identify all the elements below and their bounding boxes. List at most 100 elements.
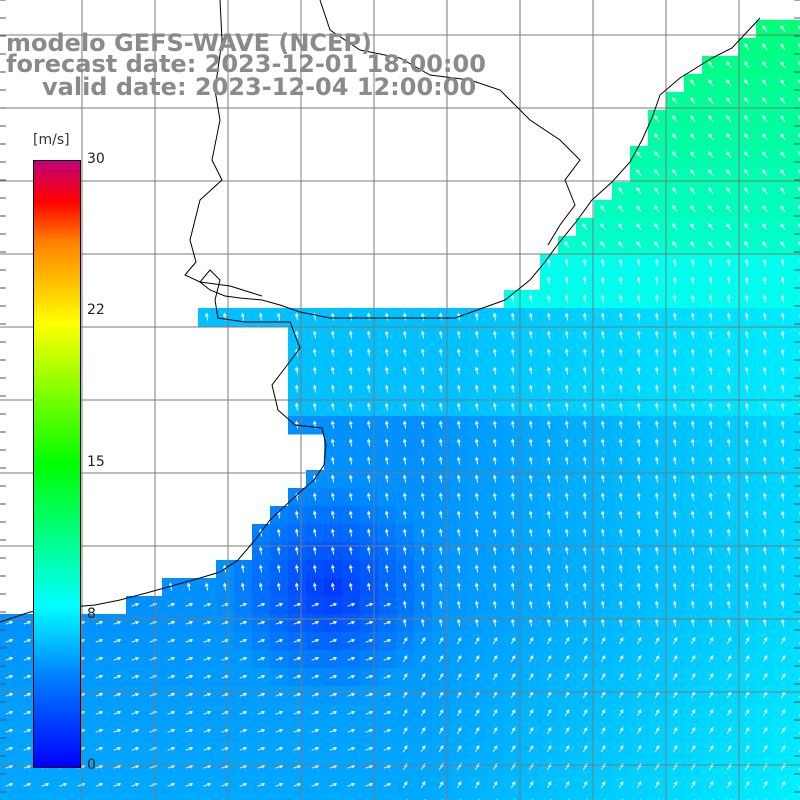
wind-arrow xyxy=(312,492,317,501)
wind-arrow xyxy=(708,546,713,555)
wind-arrow xyxy=(672,312,677,321)
wind-arrow xyxy=(420,582,425,591)
wind-arrow xyxy=(366,384,371,393)
wind-arrow xyxy=(366,312,371,321)
wind-arrow xyxy=(329,782,338,787)
wind-arrow xyxy=(95,620,104,625)
wind-arrow xyxy=(726,673,732,681)
speed-cell xyxy=(792,704,800,723)
wind-arrow xyxy=(618,402,623,411)
wind-arrow xyxy=(636,402,641,411)
wind-arrow xyxy=(185,728,194,733)
wind-arrow xyxy=(528,673,534,681)
wind-arrow xyxy=(672,474,677,483)
wind-arrow xyxy=(780,510,785,519)
wind-arrow xyxy=(167,656,176,661)
speed-cell xyxy=(792,38,800,57)
wind-arrow xyxy=(420,655,426,663)
wind-arrow xyxy=(420,474,425,483)
speed-cell xyxy=(666,794,685,800)
wind-arrow xyxy=(366,492,371,501)
wind-arrow xyxy=(744,330,749,339)
speed-cell xyxy=(630,794,649,800)
wind-arrow xyxy=(311,746,320,751)
wind-arrow xyxy=(438,420,443,429)
speed-cell xyxy=(792,722,800,741)
wind-arrow xyxy=(744,582,749,591)
wind-arrow xyxy=(726,330,731,339)
wind-arrow xyxy=(654,169,660,177)
wind-arrow xyxy=(762,384,767,393)
wind-arrow xyxy=(23,710,32,715)
wind-arrow xyxy=(762,420,767,429)
wind-arrow xyxy=(294,582,299,591)
wind-arrow xyxy=(438,456,443,465)
wind-arrow xyxy=(384,492,389,501)
wind-arrow xyxy=(600,223,606,231)
speed-cell xyxy=(792,398,800,417)
wind-arrow xyxy=(600,276,605,285)
wind-arrow xyxy=(384,384,389,393)
wind-arrow xyxy=(546,492,551,501)
wind-arrow xyxy=(510,781,516,789)
wind-arrow xyxy=(402,366,407,375)
wind-arrow xyxy=(744,474,749,483)
wind-arrow xyxy=(780,276,785,285)
wind-arrow xyxy=(690,384,695,393)
speed-cell xyxy=(792,362,800,381)
wind-arrow xyxy=(690,97,696,105)
wind-arrow xyxy=(95,656,104,661)
wind-arrow xyxy=(113,692,122,697)
wind-arrow xyxy=(456,348,461,357)
wind-arrow xyxy=(383,746,392,751)
wind-arrow xyxy=(348,528,353,537)
wind-arrow xyxy=(384,438,389,447)
wind-arrow xyxy=(744,673,750,681)
wind-arrow xyxy=(23,692,32,697)
wind-arrow xyxy=(474,546,479,555)
wind-arrow xyxy=(654,618,659,627)
wind-arrow xyxy=(384,330,389,339)
wind-arrow xyxy=(329,710,338,715)
wind-arrow xyxy=(618,510,623,519)
wind-arrow xyxy=(275,656,284,661)
wind-arrow xyxy=(474,384,479,393)
wind-arrow xyxy=(311,782,320,787)
wind-arrow xyxy=(546,402,551,411)
wind-arrow xyxy=(384,528,389,537)
wind-arrow xyxy=(582,420,587,429)
wind-arrow xyxy=(420,312,425,321)
speed-cell xyxy=(18,794,37,800)
wind-arrow xyxy=(384,474,389,483)
wind-arrow xyxy=(780,745,786,753)
wind-arrow xyxy=(780,348,785,357)
wind-arrow xyxy=(384,348,389,357)
wind-arrow xyxy=(23,620,32,625)
wind-arrow xyxy=(474,727,480,735)
speed-cell xyxy=(792,20,800,39)
wind-arrow xyxy=(564,366,569,375)
wind-arrow xyxy=(636,223,642,231)
wind-arrow xyxy=(618,223,624,231)
wind-arrow xyxy=(726,241,732,249)
wind-arrow xyxy=(762,492,767,501)
wind-arrow xyxy=(708,151,714,159)
wind-arrow xyxy=(204,312,209,321)
wind-arrow xyxy=(690,781,696,789)
wind-arrow xyxy=(582,258,587,267)
wind-arrow xyxy=(600,205,606,213)
wind-arrow xyxy=(366,330,371,339)
wind-arrow xyxy=(780,492,785,501)
wind-arrow xyxy=(528,330,533,339)
wind-arrow xyxy=(600,241,606,249)
wind-arrow xyxy=(330,474,335,483)
wind-arrow xyxy=(654,115,660,123)
speed-cell xyxy=(126,794,145,800)
wind-arrow xyxy=(636,384,641,393)
wind-arrow xyxy=(672,745,678,753)
wind-arrow xyxy=(257,674,266,679)
wind-arrow xyxy=(690,655,696,663)
wind-arrow xyxy=(636,673,642,681)
wind-arrow xyxy=(348,438,353,447)
wind-arrow xyxy=(474,438,479,447)
